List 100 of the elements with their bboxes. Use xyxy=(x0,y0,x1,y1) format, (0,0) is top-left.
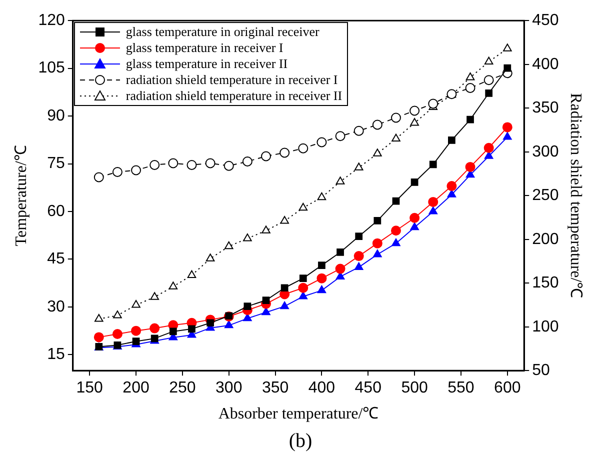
point xyxy=(317,285,326,294)
point xyxy=(280,216,289,224)
y2-tick-label: 50 xyxy=(532,362,550,380)
point xyxy=(354,162,364,170)
point xyxy=(168,158,178,168)
point xyxy=(410,118,419,126)
y2-tick-label: 200 xyxy=(532,230,559,248)
point xyxy=(484,75,494,86)
legend-label: glass temperature in receiver I xyxy=(126,40,284,56)
point xyxy=(502,132,512,140)
point xyxy=(484,142,494,153)
y2-tick-label: 350 xyxy=(532,100,559,117)
point xyxy=(186,160,197,170)
point xyxy=(262,226,270,234)
point xyxy=(448,136,456,144)
point xyxy=(410,106,420,116)
point xyxy=(150,323,160,334)
x-tick-label: 500 xyxy=(401,380,428,397)
y-tick-label: 30 xyxy=(47,298,65,316)
x-tick-label: 150 xyxy=(76,380,104,397)
point xyxy=(280,148,290,158)
point xyxy=(132,300,140,308)
point xyxy=(168,282,178,290)
point xyxy=(318,262,326,269)
y-tick-label: 105 xyxy=(38,60,65,77)
x-axis-title: Absorber temperature/℃ xyxy=(218,406,379,423)
point xyxy=(335,264,346,274)
point xyxy=(374,217,382,224)
point xyxy=(428,206,438,214)
y2-tick-label: 150 xyxy=(532,274,559,292)
point xyxy=(205,158,216,168)
legend-label: glass temperature in receiver II xyxy=(126,56,288,72)
legend-label: radiation shield temperature in receiver I xyxy=(126,72,338,88)
point xyxy=(390,226,401,236)
y-tick-label: 15 xyxy=(47,346,65,364)
point xyxy=(446,181,457,192)
point xyxy=(242,156,252,166)
y-tick-label: 75 xyxy=(47,155,65,172)
point xyxy=(94,314,104,322)
point xyxy=(113,310,122,318)
point xyxy=(336,176,345,184)
point xyxy=(373,148,382,156)
point xyxy=(392,197,400,205)
point xyxy=(317,192,326,200)
legend-label: glass temperature in original receiver xyxy=(126,24,320,40)
point xyxy=(224,241,234,250)
point xyxy=(354,262,364,270)
y2-tick-label: 300 xyxy=(532,143,559,160)
point xyxy=(372,120,382,130)
point xyxy=(410,178,418,186)
point xyxy=(112,329,122,340)
y-tick-label: 90 xyxy=(47,107,65,124)
point xyxy=(298,202,308,211)
point xyxy=(447,190,456,198)
x-tick-label: 550 xyxy=(448,380,474,397)
point xyxy=(392,238,400,246)
point xyxy=(169,328,177,336)
point xyxy=(298,143,308,154)
point xyxy=(354,126,364,136)
point xyxy=(298,282,308,293)
x-tick-label: 350 xyxy=(262,380,289,397)
point xyxy=(465,82,476,93)
point xyxy=(335,131,346,142)
point xyxy=(410,222,419,230)
x-tick-label: 200 xyxy=(122,380,150,397)
x-tick-label: 400 xyxy=(308,380,336,397)
point xyxy=(504,64,512,72)
y-tick-label: 45 xyxy=(47,250,65,268)
y2-tick-label: 250 xyxy=(532,187,559,204)
point xyxy=(224,160,234,171)
point xyxy=(206,254,215,262)
point xyxy=(355,232,363,240)
point xyxy=(392,134,400,142)
point xyxy=(261,151,272,162)
point xyxy=(429,160,437,168)
point xyxy=(244,302,252,310)
point xyxy=(466,116,474,124)
point xyxy=(465,162,476,172)
point xyxy=(485,89,493,97)
legend-label: radiation shield temperature in receiver II xyxy=(126,88,342,104)
point xyxy=(243,233,252,242)
x-tick-label: 250 xyxy=(169,380,196,397)
point xyxy=(280,301,289,310)
point xyxy=(502,122,512,132)
y2-tick-label: 400 xyxy=(532,56,559,73)
point xyxy=(354,251,364,262)
point xyxy=(372,238,382,248)
point xyxy=(224,320,234,328)
x-tick-label: 300 xyxy=(216,380,242,397)
point xyxy=(112,166,122,177)
point xyxy=(428,98,438,109)
point xyxy=(373,249,382,258)
y-tick-label: 60 xyxy=(47,202,65,220)
point xyxy=(150,292,159,300)
text: (b) xyxy=(288,430,314,453)
y-axis-title: Temperature/℃ xyxy=(12,145,30,246)
y2-axis-title: Radiation shield temperature/℃ xyxy=(567,92,584,298)
point xyxy=(262,296,270,304)
point xyxy=(316,137,327,148)
point xyxy=(150,160,160,170)
